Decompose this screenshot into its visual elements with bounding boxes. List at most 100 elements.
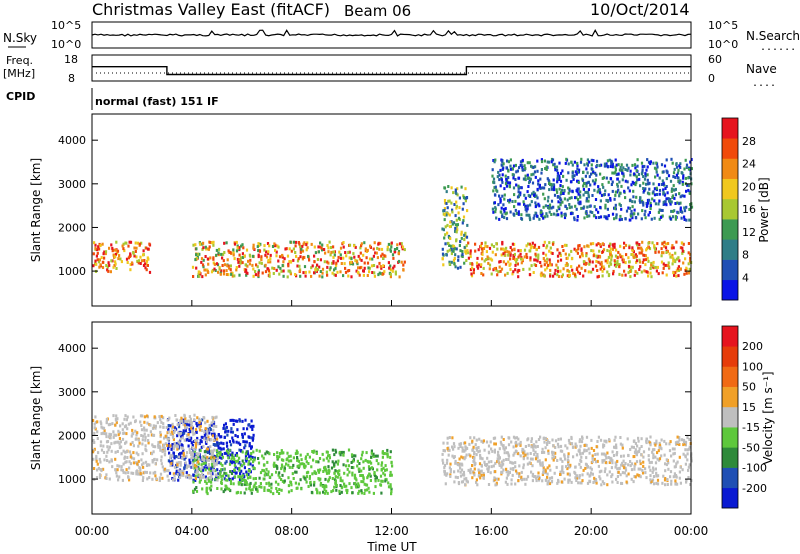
data-cell xyxy=(542,192,545,196)
data-cell xyxy=(243,491,246,495)
data-cell xyxy=(280,451,283,455)
data-cell xyxy=(245,473,248,477)
data-cell xyxy=(176,423,179,427)
data-cell xyxy=(393,250,396,254)
data-cell xyxy=(191,451,194,455)
data-cell xyxy=(441,227,444,231)
colorbar-swatch xyxy=(722,158,738,179)
data-cell xyxy=(608,438,611,442)
data-cell xyxy=(655,474,658,478)
data-cell xyxy=(592,481,595,484)
data-cell xyxy=(282,458,285,462)
data-cell xyxy=(492,177,496,181)
data-cell xyxy=(576,266,579,270)
data-cell xyxy=(458,463,461,467)
data-cell xyxy=(299,478,302,482)
data-cell xyxy=(105,264,108,267)
data-cell xyxy=(326,244,329,247)
colorbar-swatch xyxy=(722,118,738,139)
data-cell xyxy=(278,488,281,491)
data-cell xyxy=(113,248,116,252)
data-cell xyxy=(678,476,681,480)
data-cell xyxy=(156,458,159,462)
data-cell xyxy=(205,447,209,451)
data-cell xyxy=(289,260,293,264)
data-cell xyxy=(684,440,688,444)
data-cell xyxy=(163,436,166,440)
data-cell xyxy=(461,207,464,211)
data-cell xyxy=(566,458,569,462)
data-cell xyxy=(604,203,607,207)
data-cell xyxy=(276,244,279,248)
data-cell xyxy=(681,182,684,186)
y-tick-label: 1000 xyxy=(58,473,86,486)
data-cell xyxy=(570,257,574,261)
data-cell xyxy=(250,419,253,423)
data-cell xyxy=(304,455,308,459)
data-cell xyxy=(245,268,248,272)
data-cell xyxy=(94,259,97,263)
data-cell xyxy=(497,460,500,463)
data-cell xyxy=(216,455,219,459)
data-cell xyxy=(300,247,303,251)
data-cell xyxy=(287,463,290,467)
data-cell xyxy=(146,421,149,425)
data-cell xyxy=(343,482,346,486)
data-cell xyxy=(462,448,465,452)
data-cell xyxy=(522,466,525,470)
data-cell xyxy=(585,210,588,213)
data-cell xyxy=(533,214,536,218)
data-cell xyxy=(523,193,526,197)
data-cell xyxy=(574,476,577,480)
data-cell xyxy=(633,208,636,212)
data-cell xyxy=(113,433,116,437)
data-cell xyxy=(194,428,198,432)
data-cell xyxy=(589,210,592,214)
data-cell xyxy=(538,183,541,187)
data-cell xyxy=(526,255,529,259)
data-cell xyxy=(278,475,281,479)
data-cell xyxy=(675,442,678,446)
data-cell xyxy=(462,470,465,474)
data-cell xyxy=(245,450,248,454)
data-cell xyxy=(343,484,346,488)
data-cell xyxy=(323,248,326,251)
data-cell xyxy=(235,440,238,444)
data-cell xyxy=(114,417,117,421)
data-cell xyxy=(121,478,124,482)
data-cell xyxy=(505,217,509,221)
data-cell xyxy=(329,253,332,257)
data-cell xyxy=(640,251,643,255)
data-cell xyxy=(498,447,501,451)
data-cell xyxy=(452,191,455,195)
data-cell xyxy=(330,466,334,470)
data-cell xyxy=(259,471,263,475)
data-cell xyxy=(682,452,685,456)
data-cell xyxy=(658,176,661,180)
data-cell xyxy=(591,260,594,264)
data-cell xyxy=(591,194,594,197)
data-cell xyxy=(122,242,125,246)
data-cell xyxy=(613,445,617,449)
data-cell xyxy=(498,260,501,264)
data-cell xyxy=(533,263,536,267)
data-cell xyxy=(288,465,291,469)
data-cell xyxy=(614,170,617,174)
data-cell xyxy=(600,265,604,269)
data-cell xyxy=(458,206,461,210)
data-cell xyxy=(575,476,579,480)
data-cell xyxy=(334,481,337,485)
data-cell xyxy=(129,453,133,457)
data-cell xyxy=(577,270,580,274)
data-cell xyxy=(654,467,657,471)
data-cell xyxy=(136,471,139,475)
data-cell xyxy=(548,188,551,192)
data-cell xyxy=(506,271,509,275)
data-cell xyxy=(175,444,178,448)
data-cell xyxy=(199,242,202,246)
data-cell xyxy=(550,199,554,203)
data-cell xyxy=(474,242,477,246)
data-cell xyxy=(257,461,261,465)
data-cell xyxy=(621,171,624,175)
data-cell xyxy=(600,469,603,473)
